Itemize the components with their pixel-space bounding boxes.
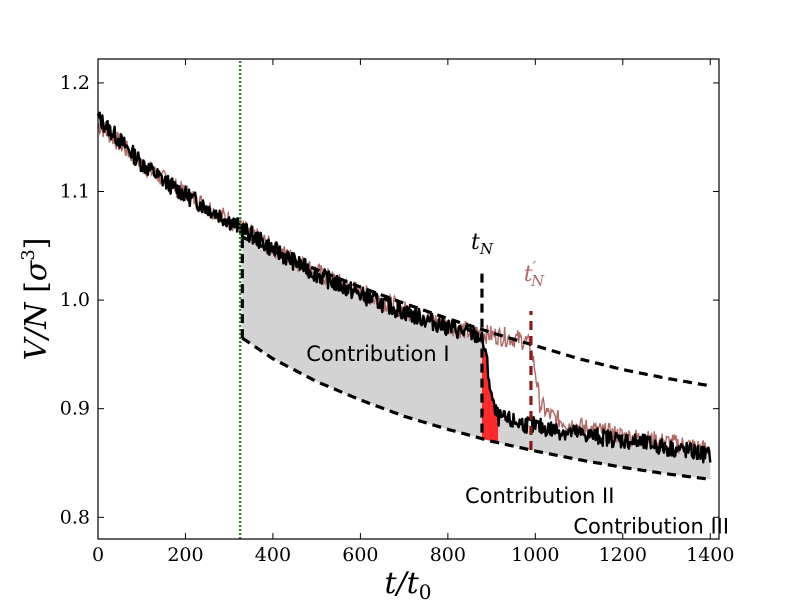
tN-prime-marker-label: t′ N (524, 258, 545, 290)
plot-frame (97, 58, 720, 540)
y-tick-label: 1.0 (60, 289, 90, 311)
vertical-markers (238, 59, 533, 539)
tN-marker-label: tN (471, 230, 494, 258)
y-axis-label: V/N [σ3] (18, 238, 54, 361)
y-tick-label: 1.2 (60, 72, 90, 94)
contribution-i-region (242, 229, 482, 439)
x-tick-label: 1200 (599, 544, 647, 566)
x-tick-label: 400 (255, 544, 291, 566)
curves-layer (96, 111, 712, 481)
contribution-iii-label: Contribution III (573, 515, 729, 539)
x-tick-label: 0 (92, 544, 104, 566)
lower-dashed-curve (241, 336, 711, 481)
x-tick-label: 1400 (686, 544, 734, 566)
x-axis-label: t/t0 (385, 566, 432, 600)
black-series-line (96, 111, 712, 464)
y-tick-label: 0.9 (60, 398, 90, 420)
upper-dashed-curve (241, 235, 711, 388)
y-tick-label: 1.1 (60, 180, 90, 202)
x-tick-label: 200 (167, 544, 203, 566)
x-tick-label: 1000 (511, 544, 559, 566)
contribution-ii-label: Contribution II (465, 484, 614, 508)
x-tick-label: 800 (430, 544, 466, 566)
x-tick-label: 600 (342, 544, 378, 566)
x-axis-ticks: 0 200 400 600 800 1000 1200 1400 (92, 59, 734, 566)
y-axis-ticks: 0.8 0.9 1.0 1.1 1.2 (60, 72, 719, 528)
contribution-i-label: Contribution I (306, 342, 449, 366)
y-tick-label: 0.8 (60, 506, 90, 528)
